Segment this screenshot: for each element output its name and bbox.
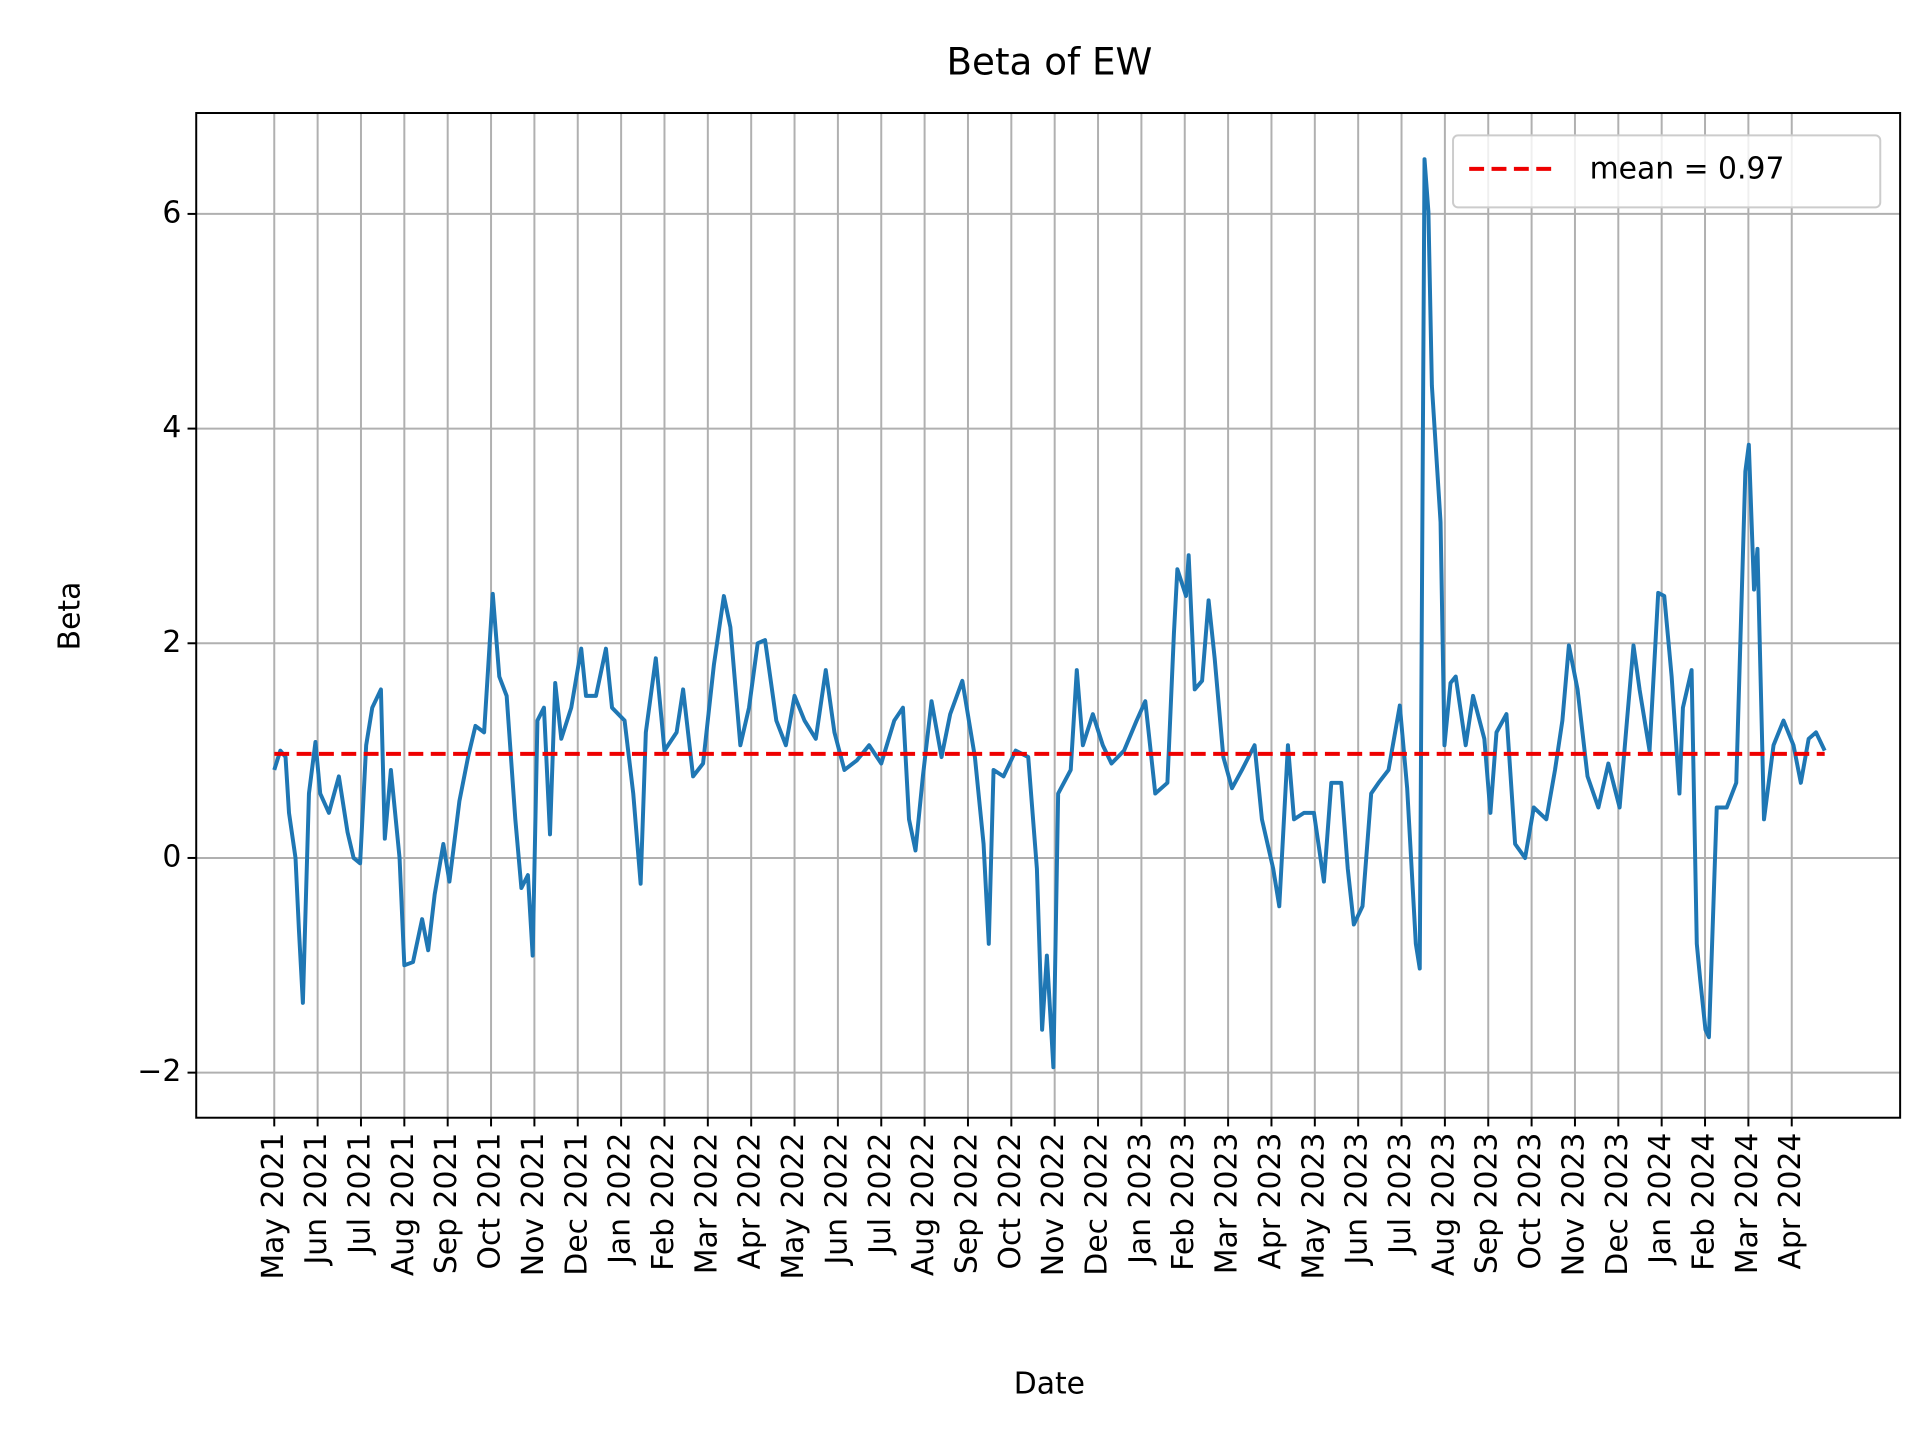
x-tick-label: Jun 2023	[1340, 1133, 1375, 1267]
x-tick-label: Jun 2021	[299, 1133, 334, 1267]
x-tick-label: Sep 2021	[429, 1133, 464, 1274]
x-tick-label: May 2021	[256, 1133, 291, 1280]
chart-title: Beta of EW	[946, 40, 1152, 84]
x-tick-label: May 2023	[1296, 1133, 1331, 1280]
x-tick-label: Dec 2023	[1600, 1133, 1635, 1276]
x-tick-label: Feb 2024	[1687, 1133, 1722, 1271]
x-tick-label: Feb 2023	[1166, 1133, 1201, 1271]
x-tick-label: Mar 2022	[689, 1133, 724, 1275]
legend-label: mean = 0.97	[1590, 152, 1785, 187]
x-tick-label: Dec 2022	[1080, 1133, 1115, 1276]
legend-box	[1452, 134, 1882, 209]
x-tick-label: Apr 2023	[1253, 1133, 1288, 1270]
x-tick-label: May 2022	[776, 1133, 811, 1280]
y-tick-label: 6	[162, 195, 181, 230]
y-tick-label: 4	[162, 410, 181, 445]
y-axis-label: Beta	[52, 582, 87, 651]
x-tick-label: Sep 2022	[949, 1133, 984, 1274]
x-tick-label: Oct 2023	[1513, 1133, 1548, 1270]
x-tick-label: Jul 2021	[342, 1133, 377, 1256]
x-tick-label: Apr 2024	[1773, 1133, 1808, 1270]
x-tick-label: Nov 2021	[516, 1133, 551, 1276]
x-tick-label: Nov 2023	[1556, 1133, 1591, 1276]
y-tick-label: −2	[137, 1054, 181, 1089]
x-tick-label: Jan 2023	[1123, 1133, 1158, 1266]
x-tick-label: Jan 2024	[1643, 1133, 1678, 1266]
x-tick-label: Jul 2022	[863, 1133, 898, 1256]
x-tick-label: Dec 2021	[559, 1133, 594, 1276]
y-tick-label: 0	[162, 839, 181, 874]
x-tick-label: Mar 2023	[1210, 1133, 1245, 1275]
x-tick-label: Jan 2022	[603, 1133, 638, 1266]
x-tick-label: Nov 2022	[1036, 1133, 1071, 1276]
x-tick-label: Aug 2021	[386, 1133, 421, 1277]
x-tick-label: Aug 2023	[1426, 1133, 1461, 1277]
x-tick-label: Oct 2022	[993, 1133, 1028, 1270]
y-tick-label: 2	[162, 625, 181, 660]
x-tick-label: Jun 2022	[819, 1133, 854, 1267]
x-tick-label: Feb 2022	[646, 1133, 681, 1271]
plot-frame	[195, 112, 1902, 1119]
x-tick-label: Oct 2021	[473, 1133, 508, 1270]
x-tick-label: Sep 2023	[1470, 1133, 1505, 1274]
x-tick-label: Mar 2024	[1730, 1133, 1765, 1275]
x-tick-label: Jul 2023	[1383, 1133, 1418, 1256]
x-tick-label: Aug 2022	[906, 1133, 941, 1277]
data-line	[272, 157, 1827, 1070]
x-axis-label: Date	[1014, 1366, 1085, 1401]
x-tick-label: Apr 2022	[733, 1133, 768, 1270]
